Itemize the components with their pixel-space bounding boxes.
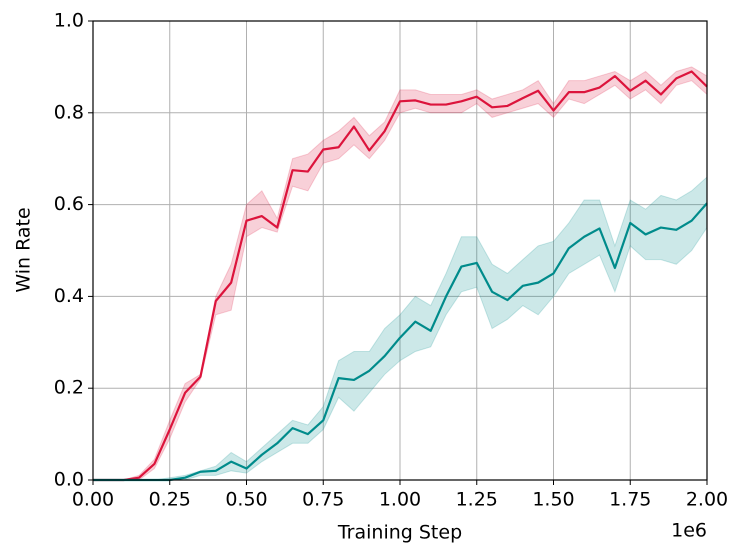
x-tick-label: 2.00 [686,489,728,511]
ticks: 0.00 0.25 0.50 0.75 1.00 1.25 1.50 1.75 2.00 0.0 0… [54,10,728,511]
x-tick-label: 0.25 [149,489,191,511]
x-offset-label: 1e6 [671,520,707,542]
y-tick-label: 0.6 [54,193,84,215]
y-tick-label: 0.0 [54,469,84,491]
x-tick-label: 0.00 [72,489,114,511]
series-line [93,70,708,482]
lines [93,70,708,482]
x-axis-label: Training Step [337,522,462,544]
x-tick-label: 1.00 [379,489,421,511]
y-tick-label: 1.0 [54,10,84,32]
y-axis-label: Win Rate [13,207,35,292]
x-tick-label: 0.75 [302,489,344,511]
y-tick-label: 0.4 [54,285,84,307]
x-tick-label: 1.50 [532,489,574,511]
x-tick-label: 1.75 [609,489,651,511]
series-line [93,202,708,482]
x-tick-label: 1.25 [456,489,498,511]
y-tick-label: 0.2 [54,377,84,399]
x-tick-label: 0.50 [225,489,267,511]
y-tick-label: 0.8 [54,101,84,123]
